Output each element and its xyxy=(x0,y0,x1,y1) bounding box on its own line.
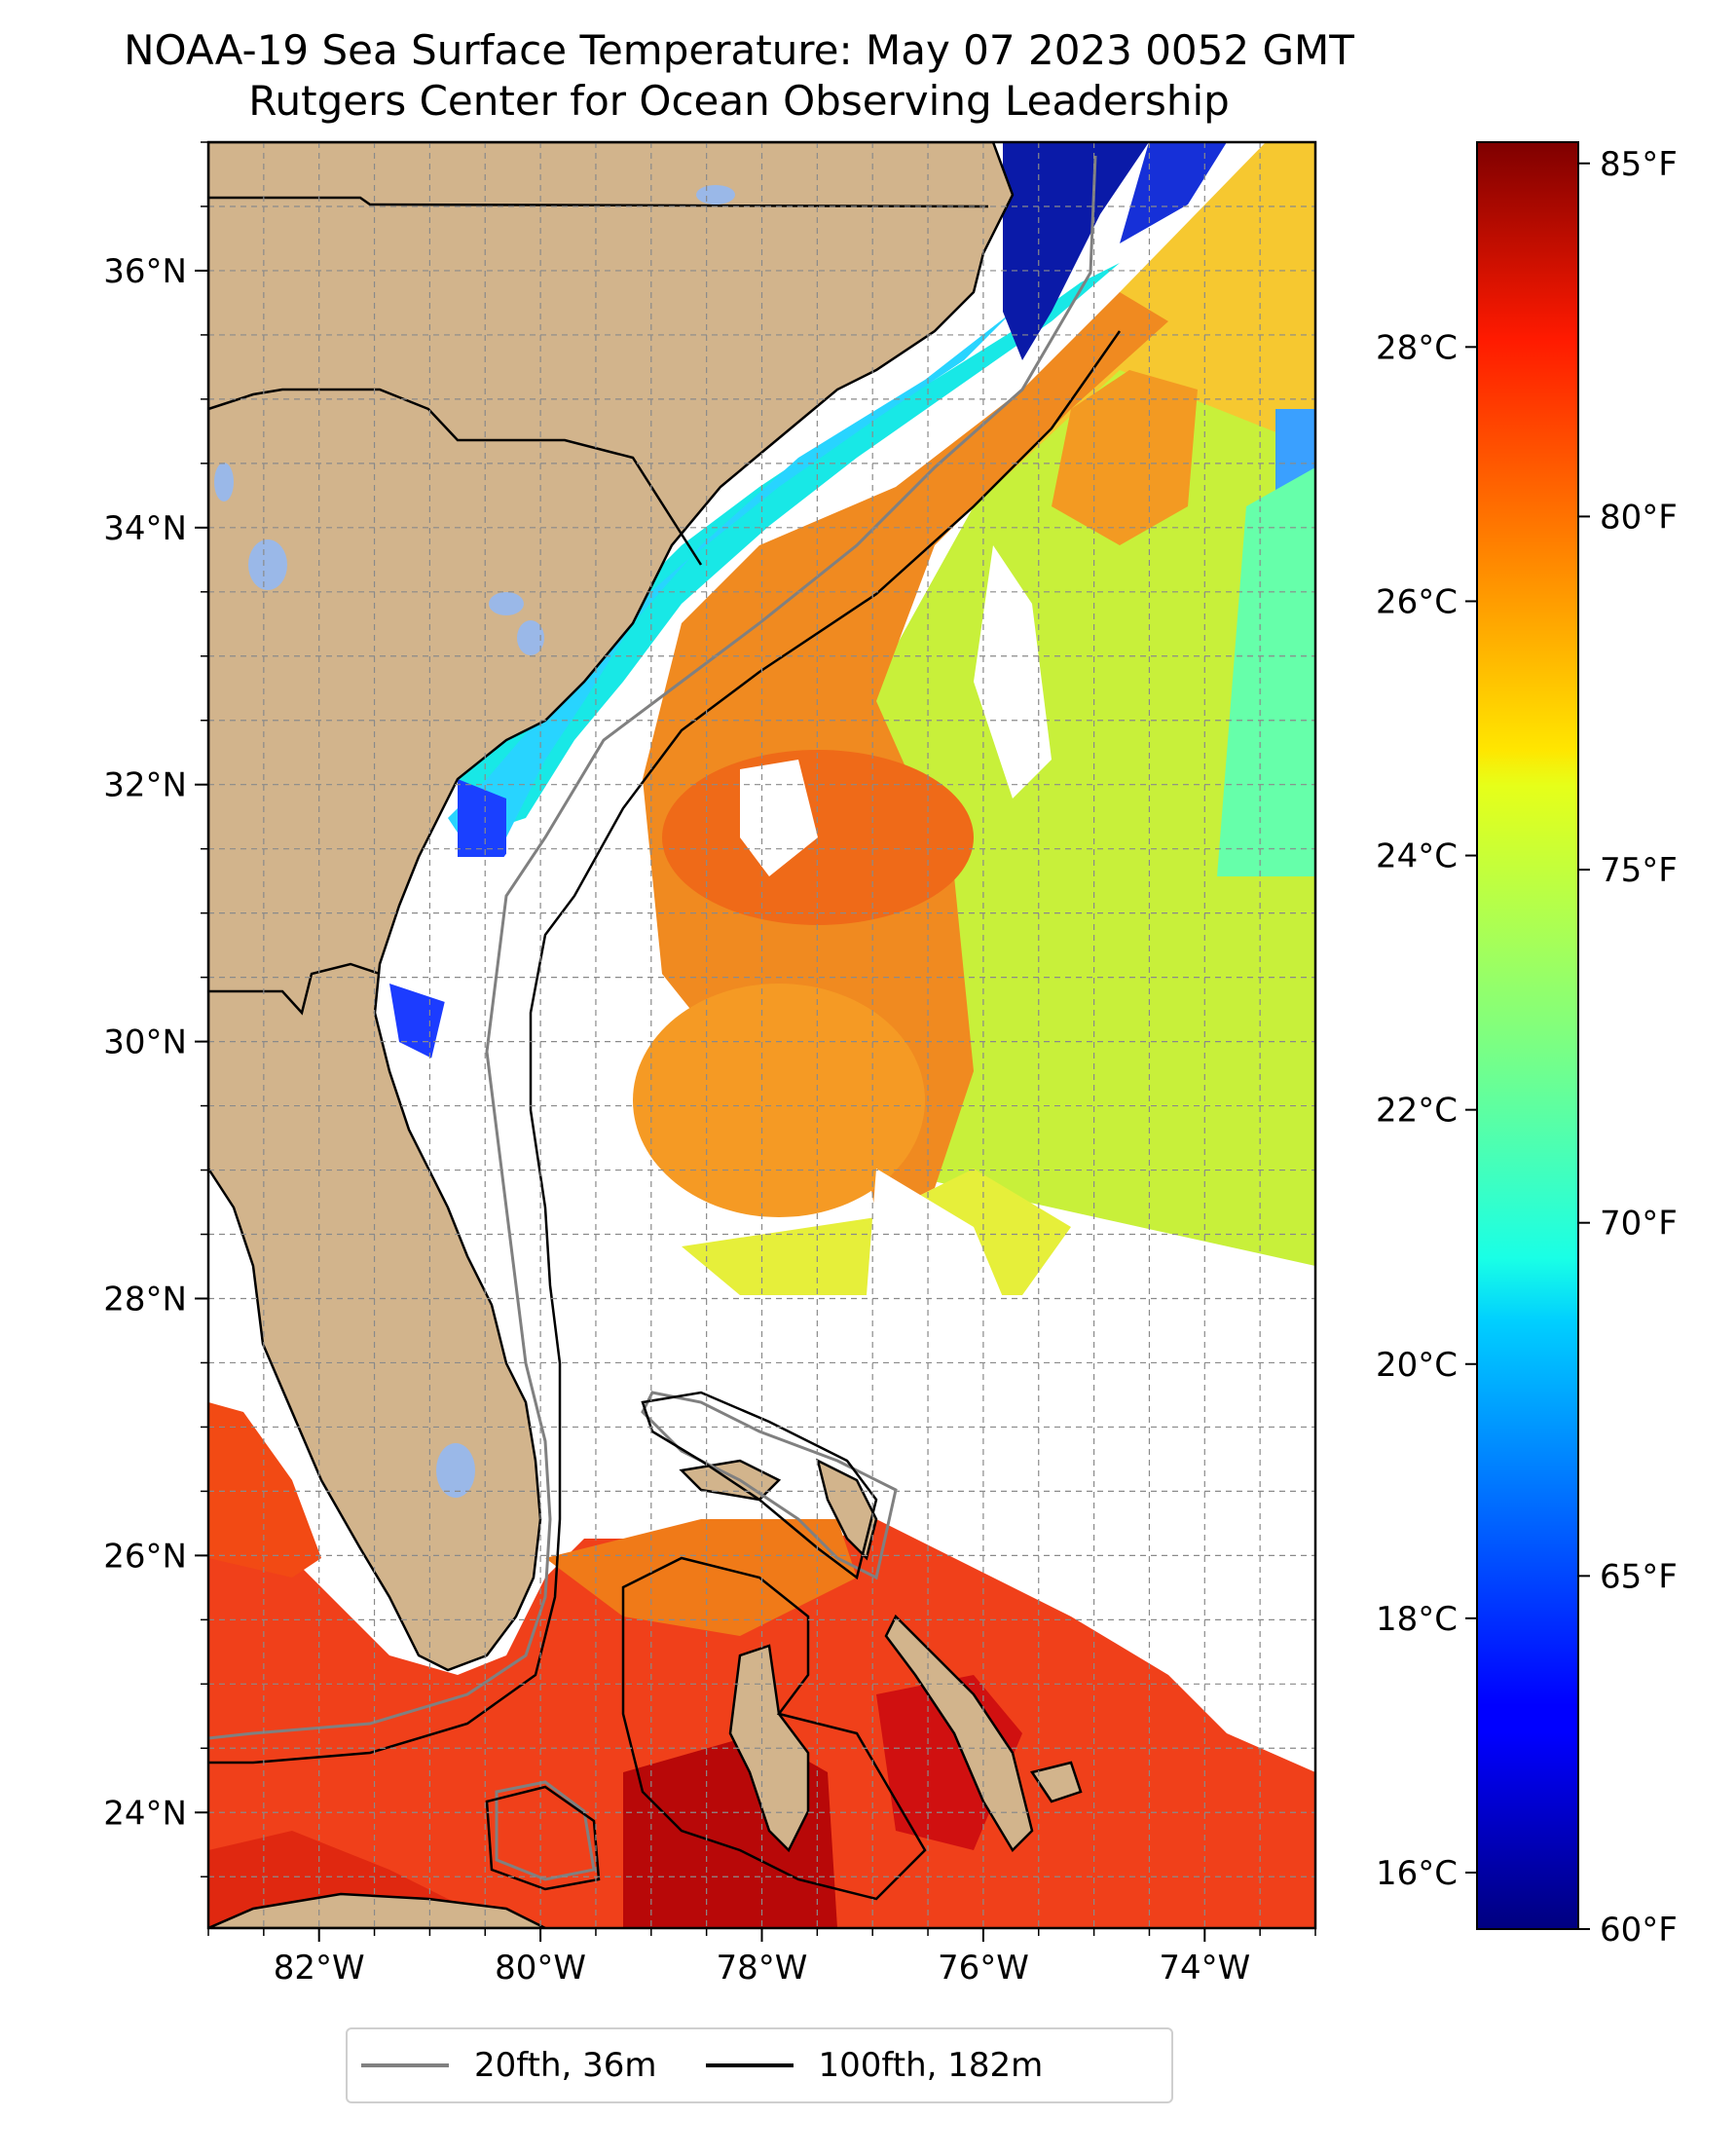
colorbar-c-label: 22°C xyxy=(1376,1092,1458,1131)
colorbar-f-label: 65°F xyxy=(1600,1557,1678,1596)
colorbar-gradient xyxy=(1476,141,1579,1930)
lon-tick-label: 78°W xyxy=(717,1949,808,1988)
lat-tick-label: 28°N xyxy=(103,1280,187,1319)
lat-tick-label: 24°N xyxy=(103,1794,187,1833)
state-boundaries xyxy=(208,196,989,1016)
legend-label-20fth: 20fth, 36m xyxy=(474,2046,657,2085)
legend: 20fth, 36m 100fth, 182m xyxy=(346,2027,1173,2103)
colorbar-c-label: 24°C xyxy=(1376,837,1458,876)
legend-swatch-100fth xyxy=(705,2063,794,2067)
map-axis-ticks: 82°W 80°W 78°W 76°W 74°W 24°N 26°N 28°N 30°N 32°N… xyxy=(103,141,1316,1988)
colorbar: 85°F 80°F 75°F 70°F 65°F 60°F 28°C 26°C 24°C 22°C… xyxy=(1376,141,1678,1950)
colorbar-f-label: 60°F xyxy=(1600,1911,1678,1950)
lakes xyxy=(214,185,735,1498)
lon-tick-label: 74°W xyxy=(1159,1949,1250,1988)
isobath-100fth xyxy=(208,330,1122,1765)
lat-tick-label: 30°N xyxy=(103,1023,187,1062)
colorbar-f-label: 85°F xyxy=(1600,145,1678,184)
land xyxy=(208,142,1083,1928)
figure-subtitle: Rutgers Center for Ocean Observing Leade… xyxy=(248,77,1230,125)
graticule-lines xyxy=(208,142,1315,1928)
isobath-20fth xyxy=(208,155,1097,1740)
colorbar-f-label: 70°F xyxy=(1600,1205,1678,1244)
figure-title: NOAA-19 Sea Surface Temperature: May 07 … xyxy=(124,26,1354,74)
lon-tick-label: 82°W xyxy=(274,1949,365,1988)
colorbar-c-label: 18°C xyxy=(1376,1600,1458,1639)
lon-tick-label: 80°W xyxy=(495,1949,586,1988)
lat-tick-label: 32°N xyxy=(103,766,187,805)
legend-item-20fth: 20fth, 36m xyxy=(361,2046,657,2085)
legend-swatch-20fth xyxy=(361,2063,449,2067)
legend-label-100fth: 100fth, 182m xyxy=(818,2046,1044,2085)
colorbar-f-label: 80°F xyxy=(1600,498,1678,537)
map-panel xyxy=(208,142,1315,1928)
lon-tick-label: 76°W xyxy=(938,1949,1029,1988)
lat-tick-label: 26°N xyxy=(103,1537,187,1576)
lat-tick-label: 36°N xyxy=(103,252,187,291)
colorbar-ticks: 85°F 80°F 75°F 70°F 65°F 60°F 28°C 26°C 24°C 22°C… xyxy=(1376,145,1678,1950)
colorbar-c-label: 20°C xyxy=(1376,1346,1458,1385)
colorbar-c-label: 26°C xyxy=(1376,582,1458,621)
colorbar-c-label: 16°C xyxy=(1376,1854,1458,1893)
colorbar-f-label: 75°F xyxy=(1600,851,1678,890)
legend-item-100fth: 100fth, 182m xyxy=(705,2046,1044,2085)
lat-tick-label: 34°N xyxy=(103,509,187,548)
colorbar-c-label: 28°C xyxy=(1376,328,1458,367)
